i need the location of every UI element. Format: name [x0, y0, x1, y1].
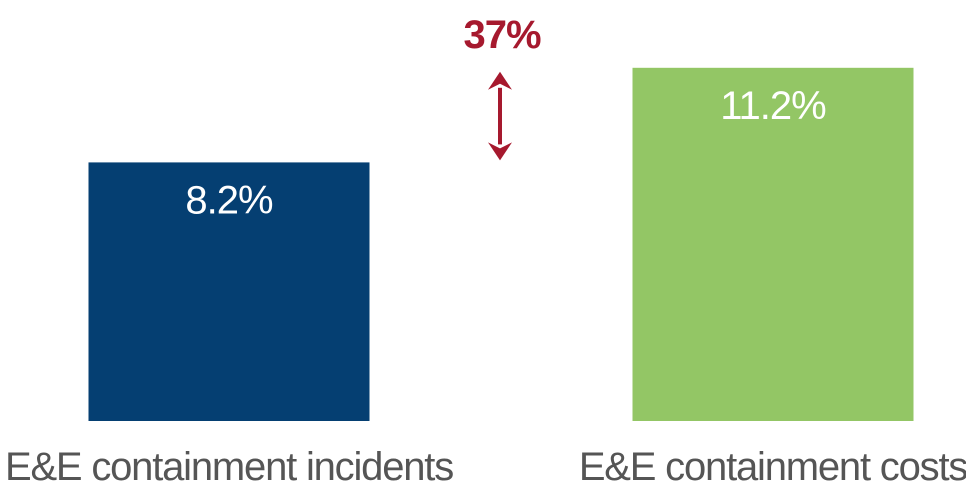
difference-annotation: 37% [463, 13, 542, 161]
difference-label: 37% [463, 13, 540, 57]
bar-e-e-containment-costs [632, 67, 914, 421]
double-headed-arrow-icon [488, 71, 512, 161]
bars-group [88, 67, 914, 421]
bar-value-labels: 8.2% 11.2% [185, 84, 827, 223]
bar-value-label: 11.2% [720, 84, 826, 128]
category-label: E&E containment costs [579, 445, 966, 489]
arrow-head-up [488, 71, 512, 90]
arrow-head-down [488, 142, 512, 161]
category-labels: E&E containment incidents E&E containment… [5, 445, 966, 489]
bar-value-label: 8.2% [185, 178, 273, 222]
bar-e-e-containment-incidents [88, 162, 370, 421]
category-label: E&E containment incidents [5, 445, 453, 489]
